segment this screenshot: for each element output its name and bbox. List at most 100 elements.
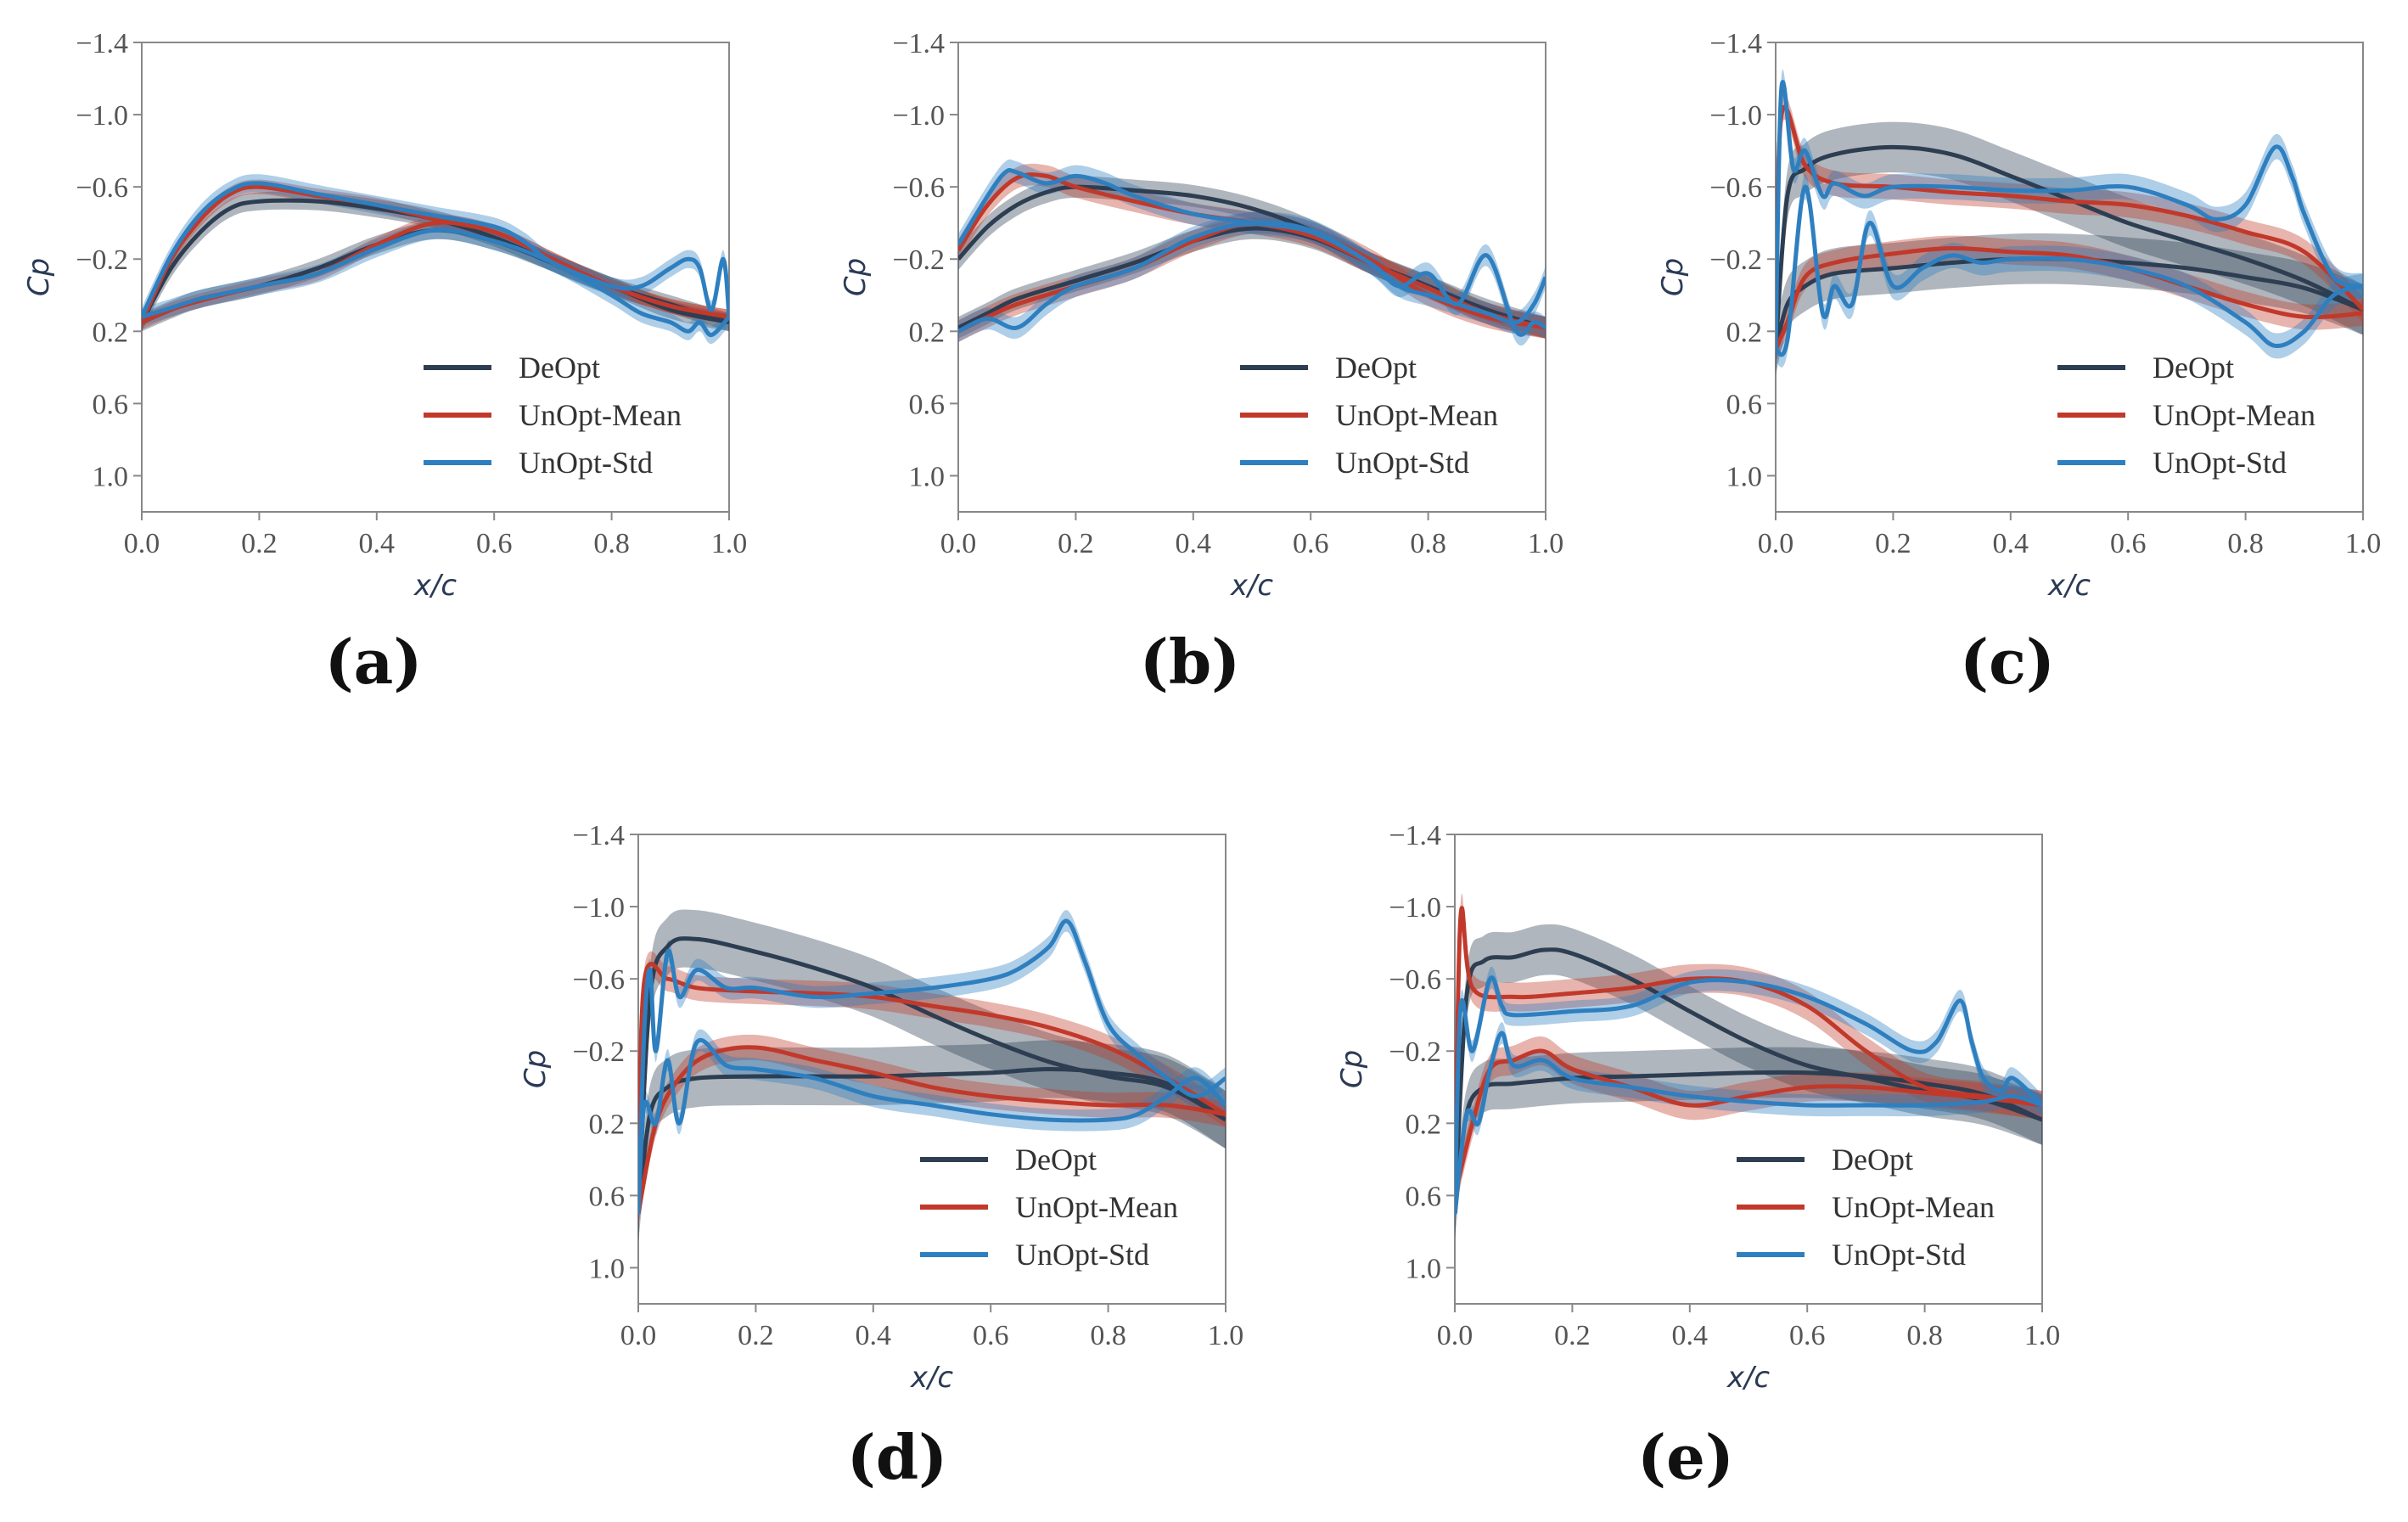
x-axis-label: x/c [910, 1361, 954, 1395]
plot-frame [141, 42, 730, 513]
legend-entry: UnOpt-Std [1335, 446, 1469, 480]
x-tick-label: 1.0 [1528, 528, 1564, 559]
series-line-unopt-std-upper [1455, 975, 2042, 1214]
x-tick-label: 0.4 [856, 1320, 892, 1351]
y-tick-label: −0.2 [572, 1036, 625, 1068]
x-tick-label: 0.2 [1058, 528, 1094, 559]
y-axis-label: Cp [839, 258, 873, 296]
y-tick-label: 0.2 [589, 1109, 626, 1140]
y-tick-label: 1.0 [93, 461, 129, 492]
x-tick-label: 1.0 [2345, 528, 2382, 559]
band-unopt-std-upper [638, 910, 1226, 1225]
legend-entry: DeOpt [519, 351, 600, 385]
plot-area [958, 159, 1546, 346]
series-line-unopt-mean-lower [1776, 245, 2363, 351]
legend-entry: UnOpt-Mean [2153, 398, 2315, 432]
y-tick-label: −0.2 [76, 244, 128, 276]
panel-caption: (e) [1637, 1421, 1734, 1493]
x-tick-label: 0.8 [2227, 528, 2264, 559]
x-tick-label: 0.8 [1906, 1320, 1943, 1351]
band-unopt-std-upper [958, 159, 1546, 334]
y-tick-label: −0.6 [1389, 964, 1441, 996]
y-tick-label: −0.2 [1389, 1036, 1441, 1068]
series-line-unopt-mean-lower [638, 1045, 1226, 1215]
y-tick-label: 0.2 [1726, 317, 1763, 348]
plot-area [638, 909, 1226, 1243]
legend-entry: UnOpt-Std [1015, 1238, 1149, 1272]
y-tick-label: −1.0 [1709, 100, 1762, 132]
x-tick-label: 0.4 [1176, 528, 1212, 559]
y-axis-label: Cp [1656, 258, 1690, 296]
y-tick-label: 0.6 [1406, 1181, 1442, 1212]
series-line-unopt-std-lower [958, 220, 1546, 337]
plot-frame [957, 42, 1546, 513]
x-tick-label: 0.6 [973, 1320, 1009, 1351]
series-line-unopt-std-upper [638, 918, 1226, 1214]
x-tick-label: 0.2 [1554, 1320, 1591, 1351]
band-deopt-lower [638, 1040, 1226, 1243]
legend-entry: UnOpt-Mean [1015, 1190, 1178, 1224]
band-unopt-std-lower [1776, 174, 2363, 368]
x-tick-label: 0.6 [476, 528, 513, 559]
y-tick-label: 0.6 [1726, 389, 1763, 420]
x-axis-label: x/c [413, 569, 457, 603]
y-tick-label: 0.2 [1406, 1109, 1442, 1140]
legend-entry: UnOpt-Std [519, 446, 653, 480]
x-tick-label: 0.6 [1293, 528, 1329, 559]
y-tick-label: −0.2 [1709, 244, 1762, 276]
series-line-unopt-std-lower [142, 227, 729, 338]
y-tick-label: −1.0 [1389, 892, 1441, 924]
series-line-unopt-std-lower [1455, 1031, 2042, 1214]
y-tick-label: 1.0 [1726, 461, 1763, 492]
panel-caption: (b) [1140, 626, 1240, 698]
legend-entry: DeOpt [2153, 351, 2234, 385]
plot-frame [637, 834, 1226, 1305]
x-tick-label: 0.2 [241, 528, 278, 559]
x-tick-label: 0.4 [1672, 1320, 1709, 1351]
x-tick-label: 0.0 [940, 528, 977, 559]
band-deopt-lower [1455, 1047, 2042, 1239]
y-tick-label: −0.6 [572, 964, 625, 996]
x-tick-label: 0.4 [1993, 528, 2029, 559]
x-tick-label: 0.8 [1410, 528, 1446, 559]
chart-panel-e: −1.4 −1.0 −0.6 −0.2 0.2 0.6 1.0 0.0 0.2 0.4 0.6 0.8… [1335, 820, 2060, 1493]
y-tick-label: −1.0 [892, 100, 945, 132]
y-axis-label: Cp [22, 258, 56, 296]
legend-entry: DeOpt [1015, 1143, 1097, 1177]
y-tick-label: −0.6 [892, 172, 945, 204]
x-axis-label: x/c [2047, 569, 2091, 603]
series-line-unopt-std-upper [1776, 80, 2363, 350]
y-tick-label: −0.6 [76, 172, 128, 204]
panel-caption: (a) [325, 626, 423, 698]
chart-panel-d: −1.4 −1.0 −0.6 −0.2 0.2 0.6 1.0 0.0 0.2 0.4 0.6 0.8… [519, 820, 1243, 1493]
band-deopt-upper [1776, 121, 2363, 375]
x-tick-label: 1.0 [2024, 1320, 2061, 1351]
x-tick-label: 0.6 [2110, 528, 2147, 559]
series-line-unopt-std-upper [142, 181, 729, 318]
plot-area [1455, 893, 2042, 1239]
x-tick-label: 0.6 [1789, 1320, 1826, 1351]
y-tick-label: 1.0 [909, 461, 946, 492]
y-tick-label: −1.4 [76, 28, 128, 59]
y-axis-label: Cp [519, 1050, 553, 1088]
legend-entry: UnOpt-Mean [1832, 1190, 1995, 1224]
series-line-deopt-upper [638, 936, 1226, 1214]
legend-entry: UnOpt-Std [2153, 446, 2287, 480]
x-tick-label: 0.0 [1437, 1320, 1473, 1351]
y-tick-label: −1.0 [572, 892, 625, 924]
y-tick-label: 0.2 [93, 317, 129, 348]
x-axis-label: x/c [1230, 569, 1274, 603]
x-axis-label: x/c [1726, 1361, 1771, 1395]
y-tick-label: −1.4 [1709, 28, 1762, 59]
y-tick-label: −1.0 [76, 100, 128, 132]
legend-entry: DeOpt [1832, 1143, 1913, 1177]
series-line-unopt-std-lower [638, 1037, 1226, 1214]
panel-caption: (d) [847, 1421, 947, 1493]
chart-panel-c: −1.4 −1.0 −0.6 −0.2 0.2 0.6 1.0 0.0 0.2 0.4 0.6 0.8… [1656, 28, 2381, 698]
y-tick-label: 0.2 [909, 317, 946, 348]
band-unopt-mean-upper [1776, 94, 2363, 362]
y-tick-label: −0.2 [892, 244, 945, 276]
band-unopt-mean-lower [638, 1034, 1226, 1227]
